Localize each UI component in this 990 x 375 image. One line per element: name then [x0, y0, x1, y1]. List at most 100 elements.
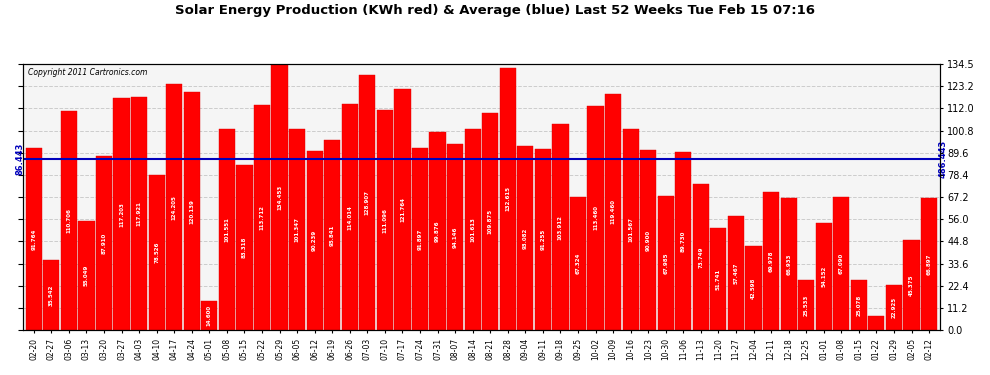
Text: 113.712: 113.712 — [259, 205, 264, 230]
Bar — [816, 223, 832, 330]
Text: 67.324: 67.324 — [575, 253, 580, 274]
Text: 91.255: 91.255 — [541, 229, 545, 251]
Bar — [307, 152, 323, 330]
Bar — [904, 240, 920, 330]
Bar — [96, 156, 112, 330]
Bar — [131, 97, 148, 330]
Bar — [868, 316, 884, 330]
Bar — [850, 280, 867, 330]
Text: 119.460: 119.460 — [611, 200, 616, 224]
Text: 101.347: 101.347 — [295, 217, 300, 242]
Text: 121.764: 121.764 — [400, 197, 405, 222]
Bar — [289, 129, 305, 330]
Text: 91.764: 91.764 — [32, 229, 37, 250]
Bar — [271, 64, 288, 330]
Bar — [763, 192, 779, 330]
Text: 117.921: 117.921 — [137, 201, 142, 226]
Bar — [219, 129, 235, 330]
Text: 128.907: 128.907 — [365, 190, 370, 215]
Text: 486.443: 486.443 — [939, 140, 947, 178]
Text: 57.467: 57.467 — [734, 262, 739, 284]
Text: 120.139: 120.139 — [189, 199, 194, 223]
Bar — [114, 98, 130, 330]
Bar — [921, 198, 938, 330]
Bar — [377, 110, 393, 330]
Bar — [780, 198, 797, 330]
Text: 73.749: 73.749 — [698, 246, 703, 268]
Text: 25.533: 25.533 — [804, 294, 809, 315]
Bar — [500, 68, 516, 330]
Text: 113.460: 113.460 — [593, 206, 598, 230]
Text: Copyright 2011 Cartronics.com: Copyright 2011 Cartronics.com — [28, 68, 148, 77]
Text: 42.598: 42.598 — [751, 277, 756, 298]
Bar — [148, 175, 164, 330]
Text: 93.082: 93.082 — [523, 227, 528, 249]
Bar — [798, 280, 814, 330]
Text: 87.910: 87.910 — [102, 232, 107, 254]
Bar — [26, 148, 42, 330]
Bar — [447, 144, 463, 330]
Text: 117.203: 117.203 — [119, 202, 124, 226]
Bar — [675, 153, 691, 330]
Text: 66.933: 66.933 — [786, 253, 791, 274]
Text: 54.152: 54.152 — [822, 266, 827, 287]
Bar — [623, 129, 639, 330]
Text: 134.453: 134.453 — [277, 184, 282, 210]
Text: 25.078: 25.078 — [856, 295, 861, 316]
Text: 67.985: 67.985 — [663, 252, 668, 274]
Text: 101.551: 101.551 — [225, 217, 230, 242]
Bar — [78, 221, 94, 330]
Bar — [886, 285, 902, 330]
Text: 69.978: 69.978 — [768, 250, 773, 272]
Bar — [517, 146, 534, 330]
Text: 109.875: 109.875 — [488, 209, 493, 234]
Bar — [430, 132, 446, 330]
Bar — [464, 129, 481, 330]
Bar — [711, 228, 727, 330]
Bar — [166, 84, 182, 330]
Text: 86.443: 86.443 — [15, 143, 24, 175]
Bar — [728, 216, 744, 330]
Text: 78.526: 78.526 — [154, 242, 159, 263]
Text: 94.146: 94.146 — [452, 226, 457, 248]
Bar — [552, 124, 568, 330]
Text: 101.567: 101.567 — [628, 217, 634, 242]
Text: 110.706: 110.706 — [66, 208, 71, 233]
Text: 90.900: 90.900 — [645, 230, 650, 251]
Text: 90.239: 90.239 — [312, 230, 317, 251]
Bar — [359, 75, 375, 330]
Bar — [237, 165, 252, 330]
Bar — [605, 94, 621, 330]
Text: 95.841: 95.841 — [330, 225, 335, 246]
Bar — [201, 301, 218, 330]
Bar — [342, 104, 357, 330]
Text: 22.925: 22.925 — [891, 297, 897, 318]
Text: 55.049: 55.049 — [84, 265, 89, 286]
Bar — [482, 112, 498, 330]
Bar — [834, 197, 849, 330]
Text: 83.318: 83.318 — [242, 237, 247, 258]
Text: 67.090: 67.090 — [839, 253, 843, 274]
Bar — [587, 105, 604, 330]
Bar — [693, 184, 709, 330]
Bar — [535, 150, 551, 330]
Text: 66.897: 66.897 — [927, 253, 932, 274]
Bar — [657, 195, 674, 330]
Bar — [184, 92, 200, 330]
Text: 45.375: 45.375 — [909, 274, 914, 296]
Text: 132.615: 132.615 — [505, 186, 510, 211]
Text: 101.613: 101.613 — [470, 217, 475, 242]
Text: 51.741: 51.741 — [716, 268, 721, 290]
Text: 35.542: 35.542 — [49, 284, 53, 306]
Bar — [253, 105, 270, 330]
Text: 111.096: 111.096 — [382, 208, 387, 232]
Text: 103.912: 103.912 — [558, 215, 563, 240]
Bar — [570, 197, 586, 330]
Text: Solar Energy Production (KWh red) & Average (blue) Last 52 Weeks Tue Feb 15 07:1: Solar Energy Production (KWh red) & Aver… — [175, 4, 815, 17]
Bar — [60, 111, 77, 330]
Bar — [324, 140, 341, 330]
Text: 124.205: 124.205 — [171, 195, 177, 220]
Text: 91.897: 91.897 — [418, 228, 423, 250]
Bar — [641, 150, 656, 330]
Bar — [745, 246, 761, 330]
